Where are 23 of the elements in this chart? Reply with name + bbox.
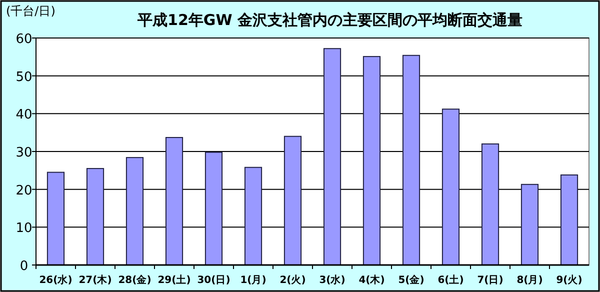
y-axis-title: (千台/日) xyxy=(6,4,56,18)
chart-title: 平成12年GW 金沢支社管内の主要区間の平均断面交通量 xyxy=(136,11,522,29)
y-tick-label: 20 xyxy=(16,183,32,198)
x-tick-label: 4(木) xyxy=(358,274,385,286)
x-tick-label: 8(月) xyxy=(516,275,543,286)
x-tick-label: 3(水) xyxy=(319,274,346,286)
x-tick-label: 2(火) xyxy=(280,274,306,286)
x-tick-label: 6(土) xyxy=(438,274,464,286)
y-tick-label: 0 xyxy=(20,259,28,274)
y-tick-label: 40 xyxy=(16,108,32,123)
x-tick-label: 1(月) xyxy=(240,275,266,286)
x-tick-label: 28(金) xyxy=(118,274,152,286)
y-tick-label: 60 xyxy=(16,32,32,47)
x-tick-label: 7(日) xyxy=(477,275,504,286)
x-tick-label: 30(日) xyxy=(197,275,230,286)
x-tick-label: 9(火) xyxy=(556,274,582,286)
x-tick-label: 26(水) xyxy=(39,274,72,286)
x-tick-label: 5(金) xyxy=(398,274,424,286)
x-tick-label: 29(土) xyxy=(158,274,191,286)
y-tick-label: 10 xyxy=(16,221,32,236)
y-tick-label: 50 xyxy=(16,70,32,85)
x-tick-label: 27(木) xyxy=(78,274,112,286)
y-tick-label: 30 xyxy=(16,146,32,160)
